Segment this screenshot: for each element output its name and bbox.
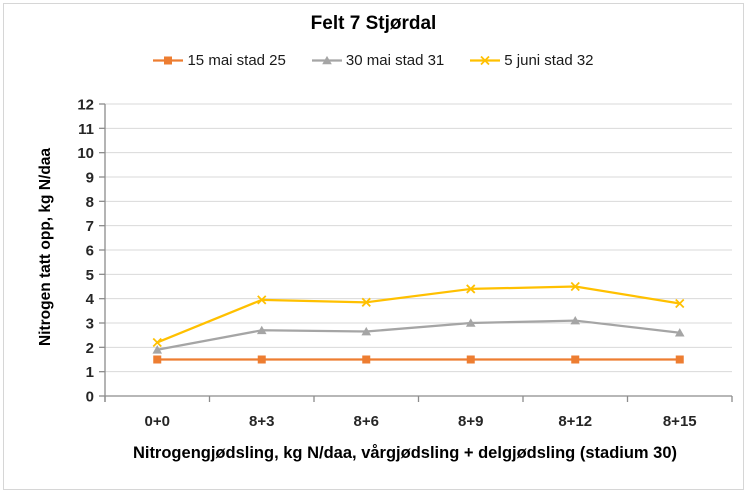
x-axis-title: Nitrogengjødsling, kg N/daa, vårgjødslin…: [132, 444, 678, 462]
svg-text:1: 1: [86, 364, 94, 381]
svg-text:2: 2: [86, 340, 94, 357]
svg-text:11: 11: [78, 121, 94, 138]
svg-text:9: 9: [86, 170, 94, 187]
legend-item-5-juni: 5 juni stad 32: [470, 52, 594, 69]
x-marker-icon: [470, 55, 501, 66]
svg-text:10: 10: [77, 145, 94, 162]
svg-text:8+12: 8+12: [558, 413, 592, 430]
legend-item-15-mai: 15 mai stad 25: [153, 52, 286, 69]
svg-text:8: 8: [86, 194, 94, 211]
legend-label: 15 mai stad 25: [187, 52, 286, 69]
legend-label: 30 mai stad 31: [345, 52, 445, 69]
svg-text:7: 7: [86, 218, 94, 235]
svg-text:8+9: 8+9: [458, 413, 483, 430]
svg-text:8+3: 8+3: [249, 413, 274, 430]
page-title: Felt 7 Stjørdal: [310, 13, 437, 34]
triangle-marker-icon: [311, 55, 342, 65]
svg-text:0: 0: [86, 389, 94, 406]
svg-text:8+6: 8+6: [354, 413, 379, 430]
legend-item-30-mai: 30 mai stad 31: [311, 52, 445, 69]
svg-text:3: 3: [86, 316, 94, 333]
svg-text:4: 4: [86, 291, 95, 308]
svg-text:5: 5: [86, 267, 94, 284]
svg-text:0+0: 0+0: [145, 413, 170, 430]
y-axis-title: Nitrogen tatt opp, kg N/daa: [37, 147, 54, 347]
svg-text:6: 6: [86, 243, 94, 260]
chart-border: [3, 3, 744, 490]
svg-text:12: 12: [77, 97, 94, 114]
square-marker-icon: [153, 56, 184, 65]
svg-text:8+15: 8+15: [663, 413, 697, 430]
legend: 15 mai stad 25 30 mai stad 31 5 juni sta…: [0, 52, 747, 69]
legend-label: 5 juni stad 32: [504, 52, 594, 69]
